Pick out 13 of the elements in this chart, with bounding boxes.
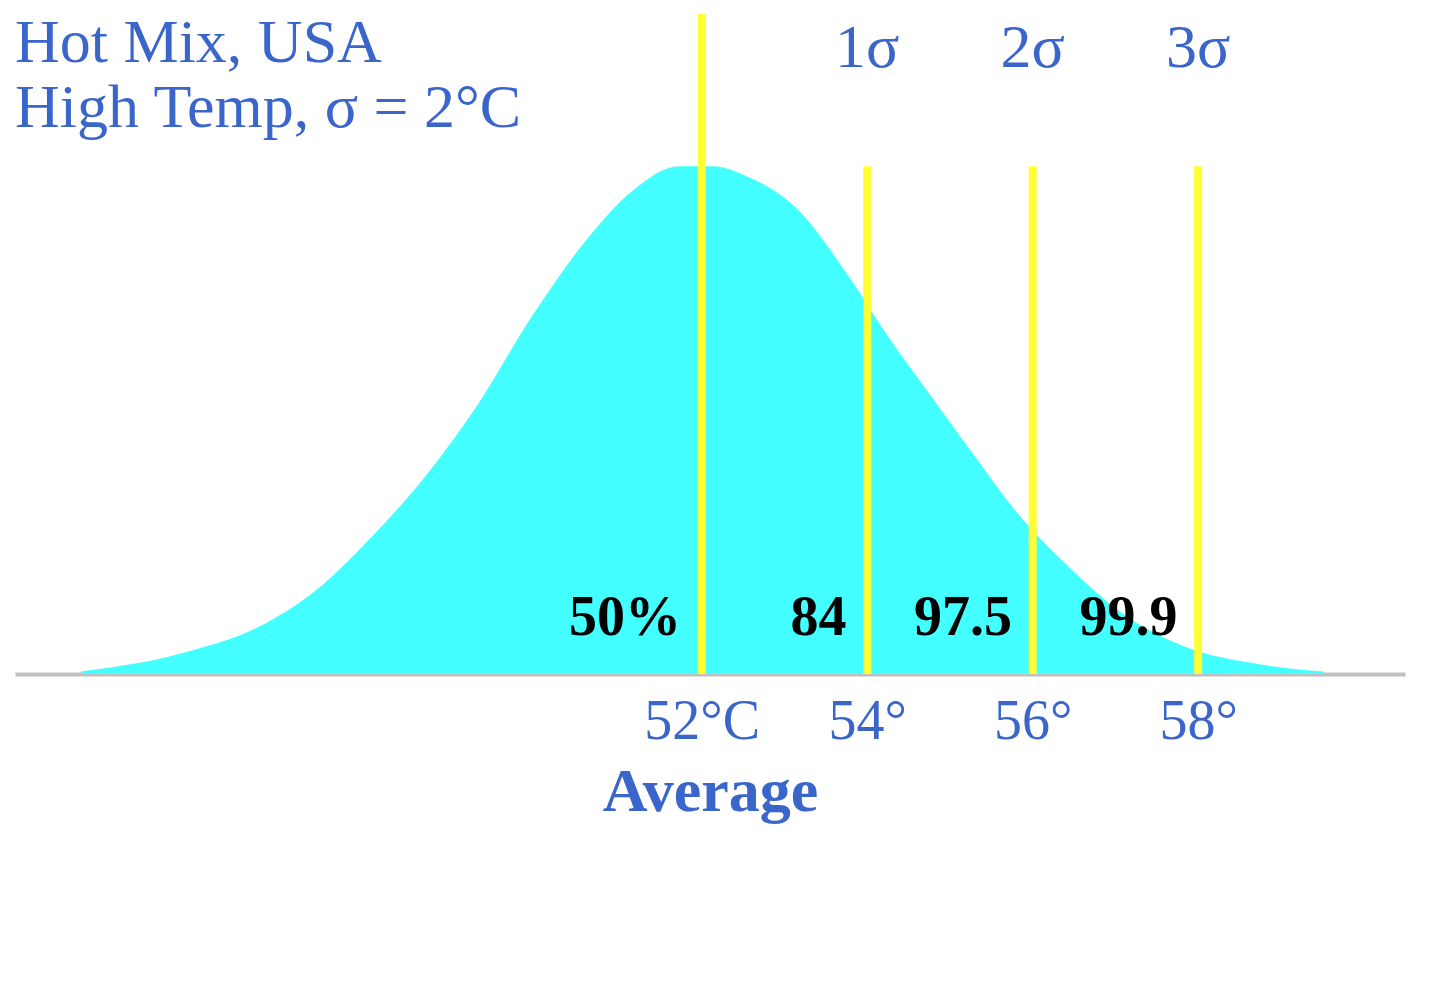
chart-subtitle: High Temp, σ = 2°C (15, 72, 522, 140)
ref-line-label: 2σ (1000, 12, 1065, 80)
x-tick-label: 52°C (644, 688, 761, 751)
ref-line-label: 1σ (834, 12, 900, 80)
annotation: 84 (790, 585, 847, 648)
x-tick-label: 58° (1159, 688, 1238, 751)
ref-line-label: 3σ (1165, 12, 1231, 80)
annotation: 97.5 (913, 585, 1012, 648)
x-tick-label: 56° (993, 688, 1073, 751)
annotation: 50% (569, 585, 682, 648)
chart-title: Hot Mix, USA (15, 7, 383, 75)
x-tick-label: 54° (828, 688, 907, 751)
x-axis-title: Average (602, 755, 819, 824)
